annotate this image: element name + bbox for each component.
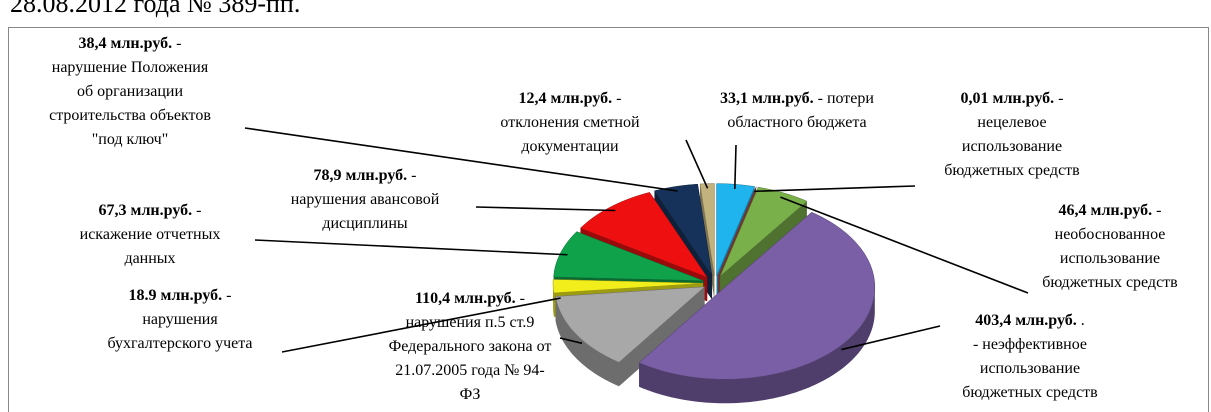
- label-head: -: [411, 167, 416, 184]
- chart-title: 28.08.2012 года № 389-пп.: [10, 0, 300, 18]
- data-label: 67,3 млн.руб. -: [99, 202, 202, 219]
- label-line: данных: [124, 250, 175, 267]
- slice-side: [639, 287, 875, 404]
- data-label: 78,9 млн.руб. -: [314, 167, 417, 184]
- label-line: использование: [1060, 250, 1160, 267]
- slice: [580, 192, 708, 278]
- leader-line: [244, 127, 678, 192]
- data-label: 110,4 млн.руб. -: [415, 290, 525, 307]
- label-head: - потери: [818, 90, 875, 107]
- slice: [555, 286, 706, 363]
- label-line: 21.07.2005 года № 94-: [395, 362, 545, 379]
- slice: [654, 183, 713, 276]
- label-line: документации: [521, 138, 619, 155]
- data-label: 38,4 млн.руб. -: [79, 35, 182, 52]
- leader-line: [559, 337, 583, 345]
- label-line: нарушения п.5 ст.9: [406, 314, 535, 331]
- slice-wall: [720, 187, 807, 301]
- label-line: ФЗ: [460, 386, 481, 403]
- value-label: 33,1 млн.руб.: [720, 90, 814, 107]
- label-line: отклонения сметной: [500, 114, 640, 131]
- label-head: -: [1058, 90, 1063, 107]
- label-line: "под ключ": [92, 131, 168, 148]
- label-head: -: [1156, 202, 1161, 219]
- value-label: 38,4 млн.руб.: [79, 35, 173, 52]
- value-label: 12,4 млн.руб.: [519, 90, 613, 107]
- label-line: бухгалтерского учета: [107, 335, 252, 352]
- leader-line: [780, 196, 1029, 294]
- slice: [716, 183, 756, 276]
- label-line: дисциплины: [322, 215, 408, 232]
- label-line: нарушения: [142, 311, 218, 328]
- leader-line: [281, 297, 561, 353]
- data-label: 18.9 млн.руб. -: [129, 287, 232, 304]
- slice: [717, 186, 757, 276]
- label-line: нарушение Положения: [52, 59, 209, 76]
- label-line: областного бюджета: [727, 114, 866, 131]
- label-head: -: [196, 202, 201, 219]
- label-line: Федерального закона от: [389, 338, 552, 355]
- slice: [553, 231, 704, 282]
- slice: [638, 211, 876, 380]
- data-label: 46,4 млн.руб. -: [1059, 202, 1162, 219]
- label-line: бюджетных средств: [962, 384, 1098, 401]
- label-line: бюджетных средств: [1042, 274, 1178, 291]
- leader-line: [685, 139, 709, 189]
- label-line: нецелевое: [977, 114, 1046, 131]
- leader-line: [733, 144, 737, 189]
- value-label: 110,4 млн.руб.: [415, 290, 516, 307]
- value-label: 46,4 млн.руб.: [1059, 202, 1153, 219]
- value-label: 403,4 млн.руб.: [975, 312, 1077, 329]
- data-label: 0,01 млн.руб. -: [961, 90, 1064, 107]
- label-head: -: [176, 35, 181, 52]
- label-line: искажение отчетных: [80, 226, 221, 243]
- leader-line: [475, 206, 616, 212]
- chart-frame: [8, 27, 1209, 412]
- label-line: - неэффективное: [973, 336, 1087, 353]
- label-head: .: [1081, 312, 1085, 329]
- label-line: строительства объектов: [49, 107, 211, 124]
- label-line: использование: [962, 138, 1062, 155]
- slice: [719, 187, 808, 277]
- label-line: нарушения авансовой: [291, 191, 440, 208]
- label-line: об организации: [77, 83, 183, 100]
- value-label: 78,9 млн.руб.: [314, 167, 408, 184]
- value-label: 18.9 млн.руб.: [129, 287, 223, 304]
- label-head: -: [226, 287, 231, 304]
- data-label: 403,4 млн.руб. .: [975, 312, 1085, 329]
- label-head: -: [520, 290, 525, 307]
- value-label: 67,3 млн.руб.: [99, 202, 193, 219]
- label-line: использование: [980, 360, 1080, 377]
- label-line: необоснованное: [1055, 226, 1166, 243]
- slice-side: [555, 296, 619, 387]
- leader-line: [254, 239, 568, 256]
- value-label: 0,01 млн.руб.: [961, 90, 1055, 107]
- label-line: бюджетных средств: [944, 162, 1080, 179]
- data-label: 12,4 млн.руб. -: [519, 90, 622, 107]
- slice: [699, 183, 715, 276]
- leader-line: [841, 325, 941, 351]
- leader-line: [754, 185, 916, 193]
- label-head: -: [616, 90, 621, 107]
- data-label: 33,1 млн.руб. - потери: [720, 90, 874, 107]
- slice: [552, 279, 704, 294]
